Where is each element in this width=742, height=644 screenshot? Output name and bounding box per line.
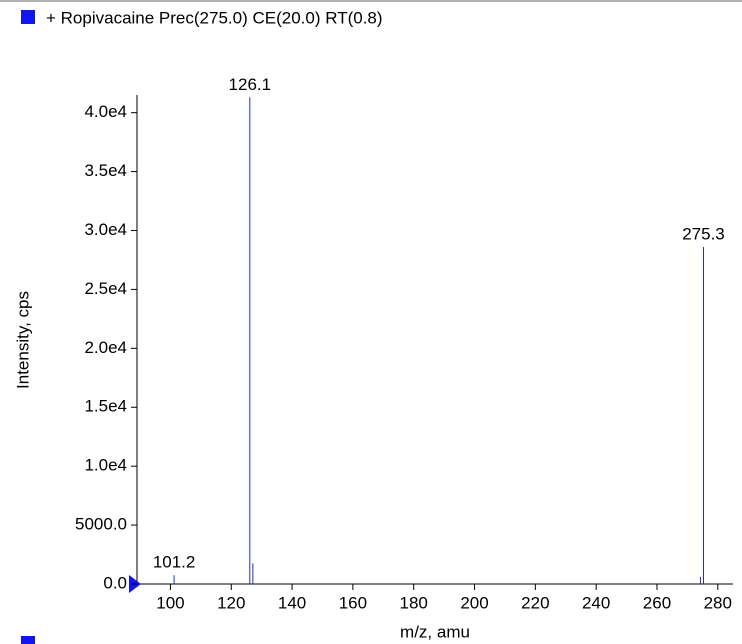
y-tick-label: 1.5e4 xyxy=(84,397,127,416)
x-tick-label: 200 xyxy=(460,593,488,612)
peak-label: 101.2 xyxy=(153,553,196,572)
x-tick-label: 140 xyxy=(278,593,306,612)
x-tick-label: 240 xyxy=(582,593,610,612)
legend-swatch xyxy=(21,10,35,24)
x-tick-label: 260 xyxy=(643,593,671,612)
x-tick-label: 280 xyxy=(704,593,732,612)
y-tick-label: 3.0e4 xyxy=(84,220,127,239)
y-tick-label: 5000.0 xyxy=(75,515,127,534)
y-tick-label: 2.0e4 xyxy=(84,338,127,357)
y-tick-label: 3.5e4 xyxy=(84,161,127,180)
x-tick-label: 160 xyxy=(339,593,367,612)
peak-label: 275.3 xyxy=(682,224,725,243)
y-tick-label: 1.0e4 xyxy=(84,456,127,475)
peak-label: 126.1 xyxy=(229,75,272,94)
y-tick-label: 4.0e4 xyxy=(84,102,127,121)
x-axis-label: m/z, amu xyxy=(400,622,470,641)
y-tick-label: 2.5e4 xyxy=(84,279,127,298)
y-axis-label: Intensity, cps xyxy=(13,291,32,389)
y-tick-label: 0.0 xyxy=(103,573,127,592)
x-tick-label: 220 xyxy=(521,593,549,612)
legend-swatch-2 xyxy=(21,636,35,644)
x-tick-label: 180 xyxy=(400,593,428,612)
x-tick-label: 100 xyxy=(156,593,184,612)
x-tick-label: 120 xyxy=(217,593,245,612)
chart-title: + Ropivacaine Prec(275.0) CE(20.0) RT(0.… xyxy=(46,8,383,27)
